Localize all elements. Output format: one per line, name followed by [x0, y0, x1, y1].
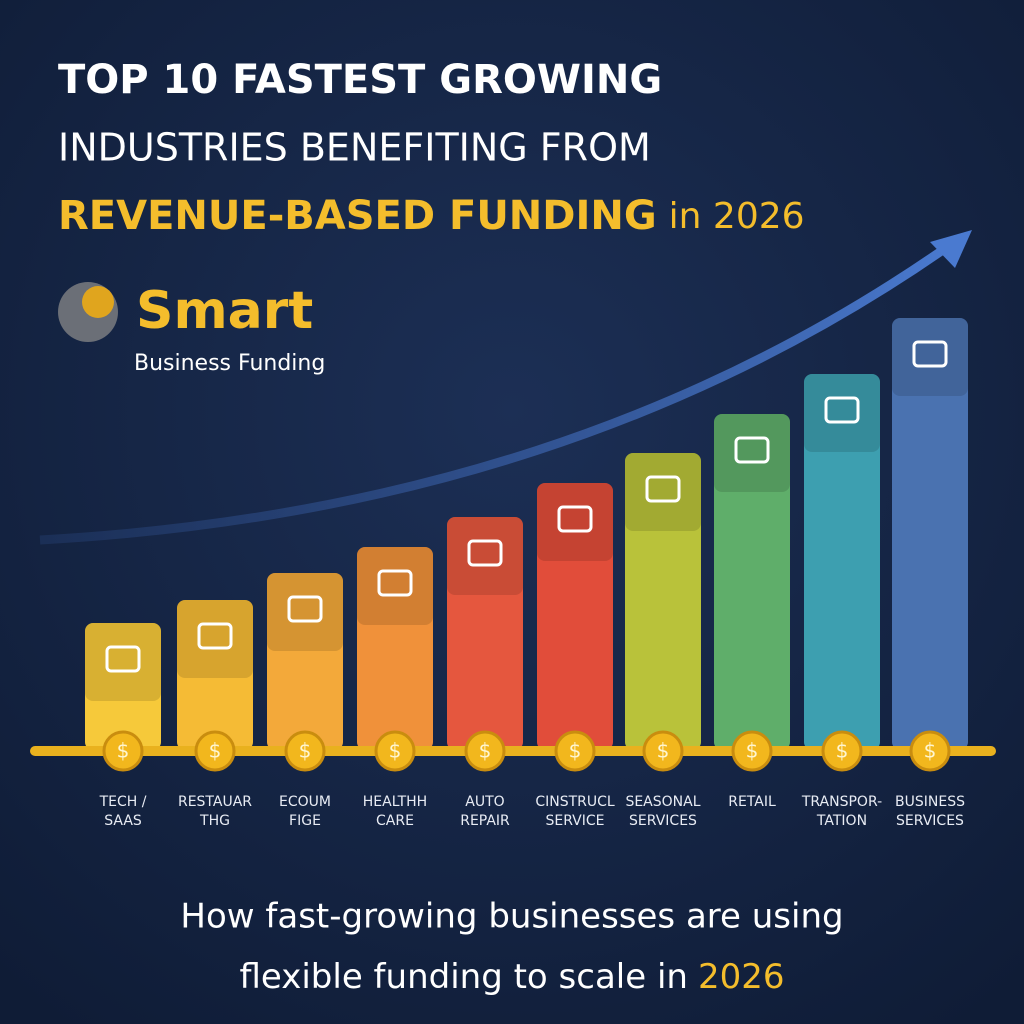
title-line-2: INDUSTRIES BENEFITING FROM	[58, 126, 651, 170]
bar-icon	[377, 569, 413, 597]
coin	[102, 730, 144, 772]
bar-cap	[447, 517, 523, 595]
coin-symbol: $	[479, 739, 492, 763]
coin-symbol: $	[746, 739, 759, 763]
coin-symbol: $	[117, 739, 130, 763]
logo: Smart Business Funding	[58, 281, 325, 376]
bar-cap	[714, 414, 790, 492]
industry-label: TRANSPOR-	[801, 794, 882, 810]
logo-name: Smart	[136, 281, 313, 341]
industry-label: SERVICE	[545, 813, 604, 829]
bar-icon	[287, 595, 323, 623]
coin	[821, 730, 863, 772]
industry-label: TECH /	[99, 794, 147, 810]
coin	[554, 730, 596, 772]
industry-label: REPAIR	[460, 813, 510, 829]
bar	[85, 623, 161, 750]
bars	[85, 318, 968, 750]
industry-label: THG	[199, 813, 230, 829]
bar	[267, 573, 343, 750]
industry-label: TATION	[816, 813, 867, 829]
industry-labels: TECH / SAAS RESTAUAR THG ECOUM FIGE HEALTHH CAR…	[99, 794, 966, 829]
industry-label: CARE	[376, 813, 414, 829]
coin-symbol: $	[299, 739, 312, 763]
coin	[194, 730, 236, 772]
coin-symbol: $	[836, 739, 849, 763]
coin	[909, 730, 951, 772]
footer-year: 2026	[698, 957, 785, 997]
bar-icon	[557, 505, 593, 533]
coins: $ $ $ $ $ $ $ $ $ $	[102, 730, 951, 772]
bar-icon	[105, 645, 141, 673]
industry-label: RETAIL	[728, 794, 776, 810]
industry-label: ECOUM	[279, 794, 331, 810]
bar	[447, 517, 523, 750]
bar-cap	[357, 547, 433, 625]
title-line-3: REVENUE-BASED FUNDING in 2026	[58, 193, 805, 239]
bar	[804, 374, 880, 750]
coin-symbol: $	[924, 739, 937, 763]
industry-label: SAAS	[104, 813, 142, 829]
coin-symbol: $	[209, 739, 222, 763]
industry-label: RESTAUAR	[178, 794, 252, 810]
bar	[714, 414, 790, 750]
title-year: in 2026	[669, 196, 805, 237]
coin	[642, 730, 684, 772]
bar	[177, 600, 253, 750]
bar	[537, 483, 613, 750]
industry-label: FIGE	[289, 813, 321, 829]
footer-line-1: How fast-growing businesses are using	[180, 897, 843, 937]
title-highlight: REVENUE-BASED FUNDING	[58, 193, 657, 239]
title-line-1: TOP 10 FASTEST GROWING	[58, 57, 662, 103]
bar-icon	[467, 539, 503, 567]
bar-icon	[645, 475, 681, 503]
bar	[357, 547, 433, 750]
coin-symbol: $	[657, 739, 670, 763]
bar-icon	[734, 436, 770, 464]
bar-icon	[197, 622, 233, 650]
growth-arrow	[39, 241, 953, 545]
coin-symbol: $	[569, 739, 582, 763]
logo-gear	[82, 286, 114, 318]
bar-icon	[824, 396, 860, 424]
bar-cap	[85, 623, 161, 701]
industry-label: CINSTRUCL	[535, 794, 615, 810]
arrow-head	[930, 230, 972, 268]
bar-cap	[267, 573, 343, 651]
bar-cap	[537, 483, 613, 561]
bar-cap	[892, 318, 968, 396]
footer-line-2: flexible funding to scale in 2026	[240, 957, 785, 997]
bar	[625, 453, 701, 750]
coin	[284, 730, 326, 772]
bar	[892, 318, 968, 750]
bar-icon	[912, 340, 948, 368]
industry-label: AUTO	[465, 794, 504, 810]
industry-label: SERVICES	[896, 813, 964, 829]
coin	[731, 730, 773, 772]
industry-label: BUSINESS	[895, 794, 965, 810]
bar-cap	[625, 453, 701, 531]
coin	[374, 730, 416, 772]
industry-label: HEALTHH	[363, 794, 427, 810]
bar-cap	[177, 600, 253, 678]
logo-tagline: Business Funding	[134, 351, 325, 376]
bar-cap	[804, 374, 880, 452]
footer-text: flexible funding to scale in	[240, 957, 688, 997]
industry-label: SERVICES	[629, 813, 697, 829]
coin	[464, 730, 506, 772]
industry-label: SEASONAL	[625, 794, 700, 810]
coin-symbol: $	[389, 739, 402, 763]
